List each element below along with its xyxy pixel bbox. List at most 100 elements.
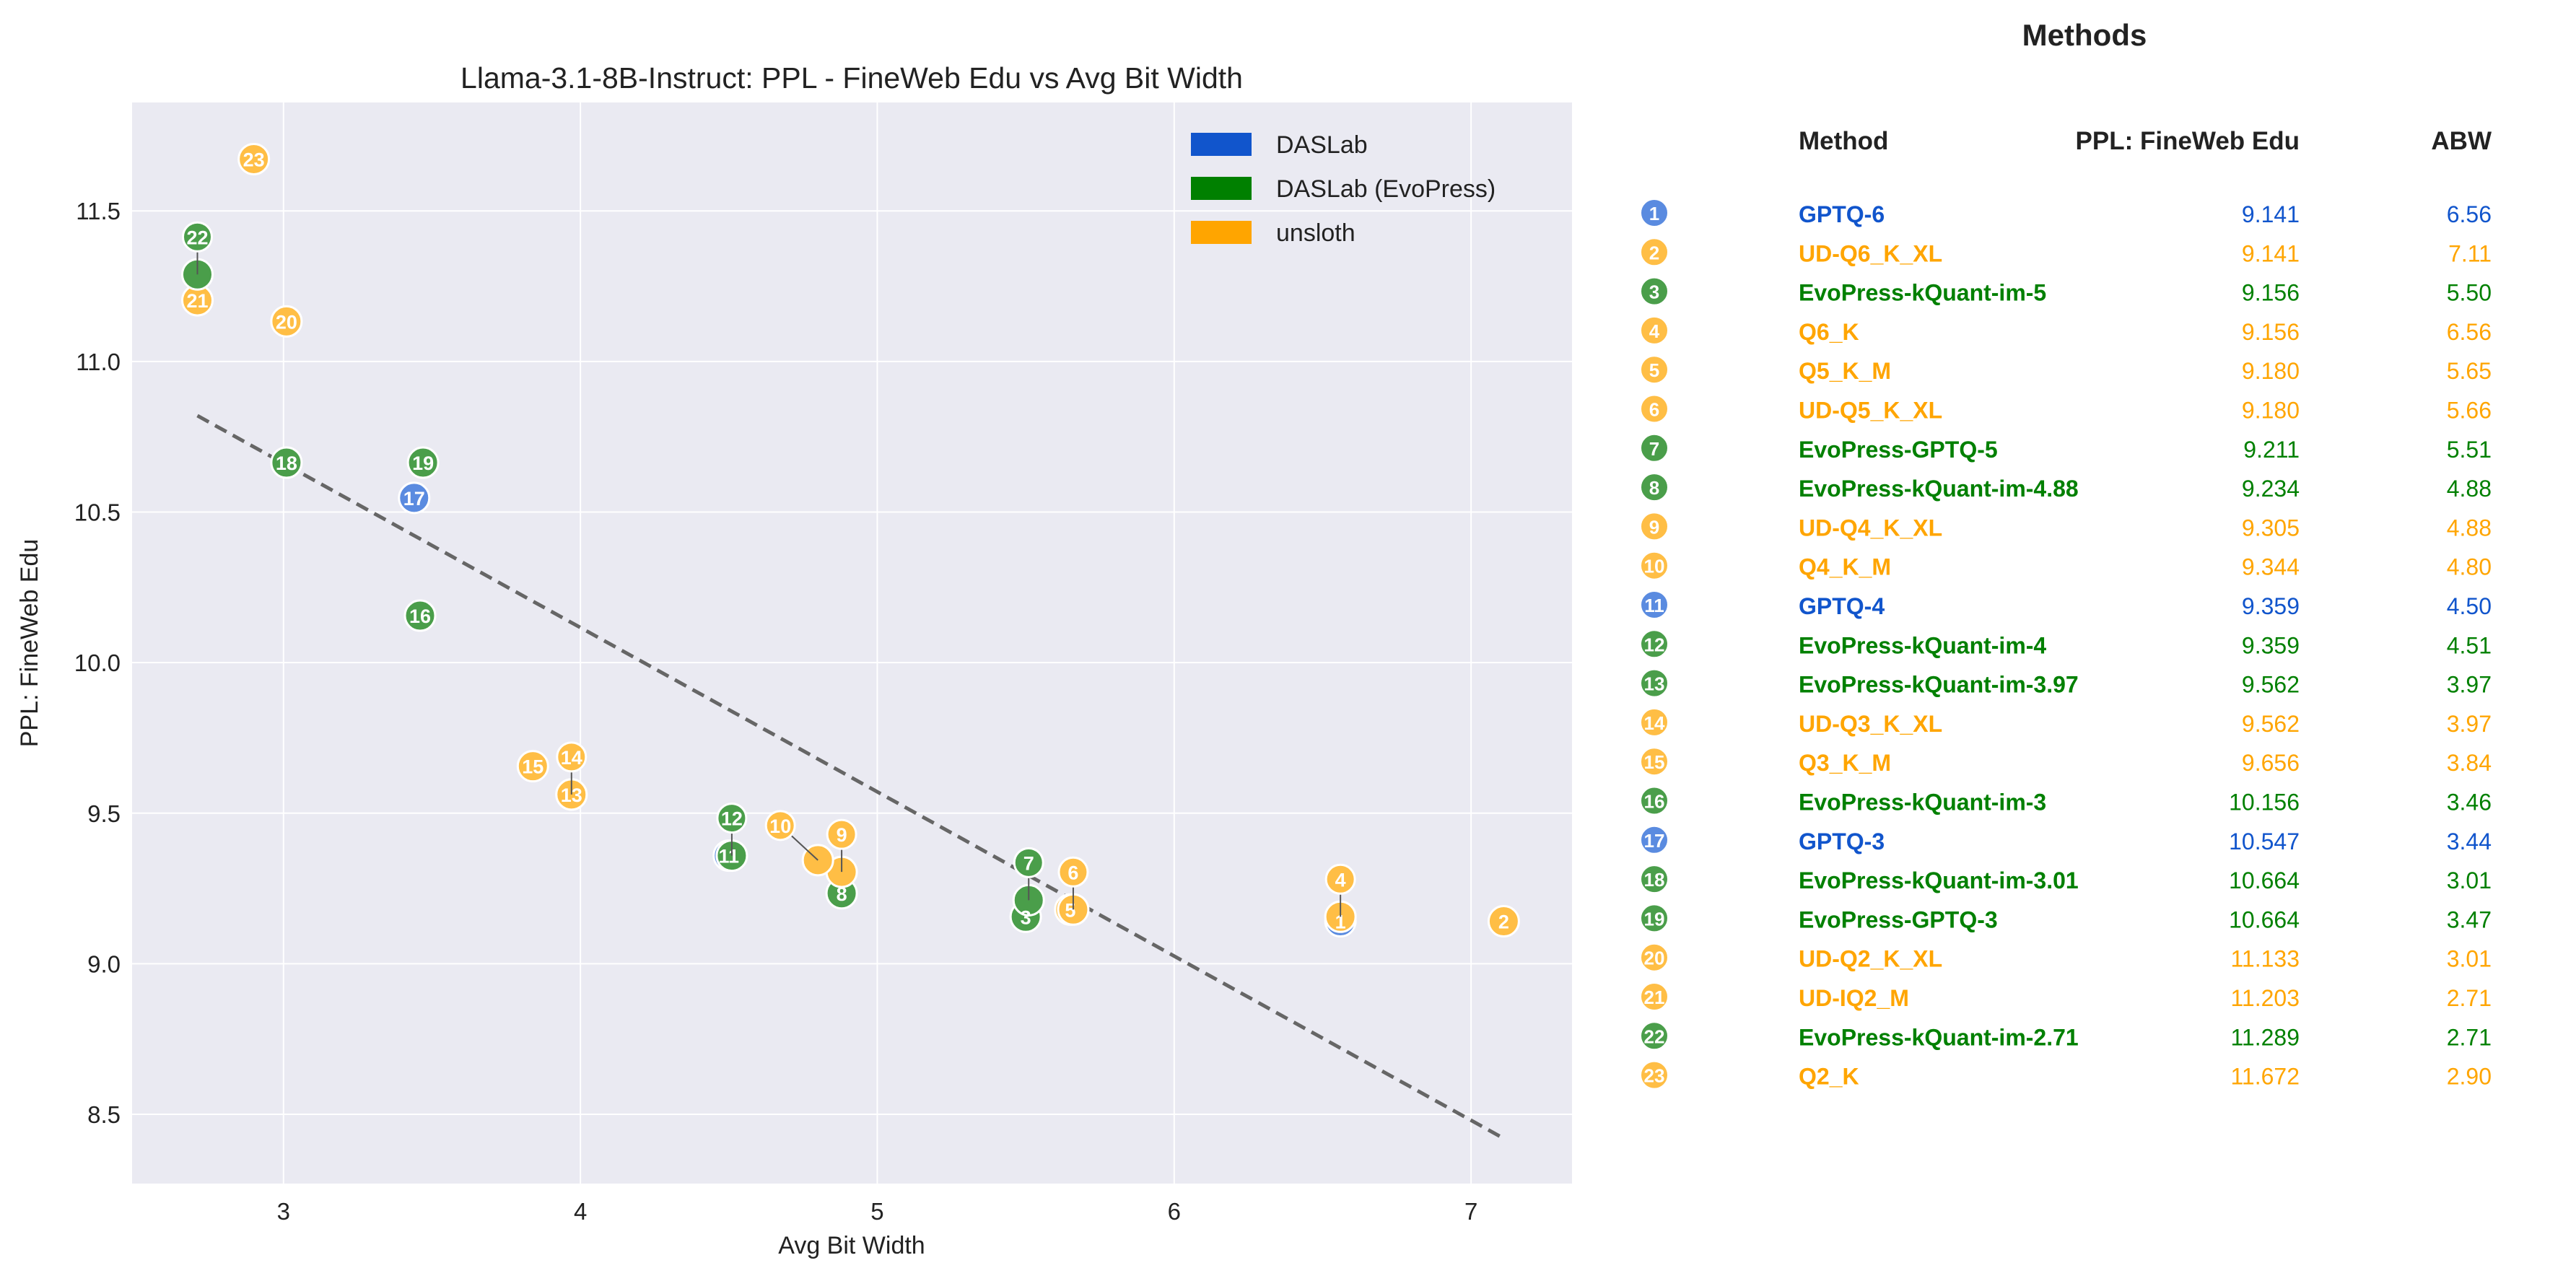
plot-area	[132, 102, 1572, 1184]
row-abw: 3.84	[2447, 750, 2492, 776]
row-abw: 5.65	[2447, 358, 2492, 384]
row-abw: 3.01	[2447, 867, 2492, 893]
table-row: 9 UD-Q4_K_XL 9.305 4.88	[1640, 512, 2492, 541]
row-id: 22	[1644, 1026, 1665, 1047]
data-point: 3	[1021, 906, 1031, 928]
row-marker	[1640, 433, 1669, 463]
gridlines	[132, 102, 1572, 1184]
row-method: UD-Q6_K_XL	[1799, 240, 1942, 266]
y-axis-label: PPL: FineWeb Edu	[16, 539, 43, 748]
row-marker	[1640, 629, 1669, 659]
row-marker	[1640, 825, 1669, 854]
point-label: 2	[1498, 911, 1509, 933]
row-method: Q3_K_M	[1799, 750, 1891, 776]
row-marker	[1640, 551, 1669, 580]
row-abw: 5.50	[2447, 280, 2492, 306]
label-badge	[764, 810, 796, 841]
x-tick-label: 4	[574, 1198, 587, 1225]
legend-swatch	[1191, 133, 1252, 156]
point-label: 15	[522, 756, 543, 778]
label-badge	[1057, 856, 1089, 888]
row-ppl: 10.156	[2229, 790, 2300, 816]
point-label: 3	[1021, 906, 1031, 928]
y-tick-labels: 8.5 9.0 9.5 10.0 10.5 11.0 11.5	[74, 198, 121, 1128]
row-abw: 4.80	[2447, 554, 2492, 580]
row-method: UD-Q3_K_XL	[1799, 711, 1942, 737]
row-id: 18	[1644, 869, 1665, 891]
row-id: 10	[1644, 556, 1665, 577]
point-marker	[270, 446, 303, 479]
data-point: 20	[276, 311, 297, 333]
y-tick-label: 10.5	[74, 499, 121, 525]
data-point: 23	[243, 149, 265, 170]
row-marker	[1640, 707, 1669, 737]
data-point: 7	[1013, 847, 1044, 901]
row-abw: 5.66	[2447, 398, 2492, 424]
row-method: Q2_K	[1799, 1064, 1859, 1090]
row-ppl: 9.562	[2242, 672, 2300, 698]
row-marker	[1640, 237, 1669, 267]
point-marker	[516, 750, 549, 783]
point-label: 7	[1023, 852, 1034, 874]
table-row: 6 UD-Q5_K_XL 9.180 5.66	[1640, 394, 2492, 424]
table-title: Methods	[2022, 18, 2147, 52]
row-id: 12	[1644, 634, 1665, 655]
table-row: 3 EvoPress-kQuant-im-5 9.156 5.50	[1640, 276, 2492, 306]
row-method: GPTQ-6	[1799, 201, 1885, 227]
point-label: 20	[276, 311, 297, 333]
table-row: 5 Q5_K_M 9.180 5.65	[1640, 355, 2492, 385]
data-point: 4	[1324, 863, 1356, 917]
row-abw: 7.11	[2448, 240, 2492, 266]
data-point: 10	[764, 810, 818, 861]
table-row: 23 Q2_K 11.672 2.90	[1640, 1060, 2492, 1090]
row-id: 4	[1649, 320, 1660, 342]
row-id: 7	[1649, 438, 1659, 460]
table-row: 10 Q4_K_M 9.344 4.80	[1640, 551, 2492, 580]
row-method: EvoPress-kQuant-im-5	[1799, 280, 2046, 306]
row-id: 20	[1644, 948, 1665, 969]
row-method: Q6_K	[1799, 319, 1859, 345]
legend-item: unsloth	[1191, 219, 1355, 247]
table-header-method: Method	[1799, 127, 1888, 155]
row-marker	[1640, 394, 1669, 424]
data-point: 2	[1498, 911, 1509, 933]
row-ppl: 9.305	[2242, 515, 2300, 541]
x-tick-label: 6	[1168, 1198, 1181, 1225]
row-id: 13	[1644, 673, 1665, 695]
row-abw: 2.71	[2447, 1024, 2492, 1050]
table-row: 11 GPTQ-4 9.359 4.50	[1640, 590, 2492, 619]
row-id: 3	[1649, 281, 1659, 303]
row-id: 19	[1644, 908, 1665, 930]
data-point: 9	[826, 818, 857, 873]
row-abw: 3.46	[2447, 790, 2492, 816]
row-ppl: 9.180	[2242, 358, 2300, 384]
row-abw: 4.88	[2447, 515, 2492, 541]
table-row: 18 EvoPress-kQuant-im-3.01 10.664 3.01	[1640, 865, 2492, 894]
point-label: 4	[1335, 869, 1346, 891]
point-marker	[237, 142, 271, 175]
row-ppl: 9.359	[2242, 593, 2300, 619]
row-ppl: 9.359	[2242, 632, 2300, 658]
point-label: 6	[1067, 862, 1078, 883]
row-ppl: 9.656	[2242, 750, 2300, 776]
row-marker	[1640, 315, 1669, 345]
row-marker	[1640, 276, 1669, 306]
data-point: 5	[1065, 899, 1075, 921]
row-marker	[1640, 747, 1669, 777]
row-marker	[1640, 473, 1669, 502]
table-row: 8 EvoPress-kQuant-im-4.88 9.234 4.88	[1640, 473, 2492, 502]
row-ppl: 11.289	[2231, 1024, 2300, 1050]
row-method: UD-Q4_K_XL	[1799, 515, 1942, 541]
table-row: 17 GPTQ-3 10.547 3.44	[1640, 825, 2492, 854]
table-row: 12 EvoPress-kQuant-im-4 9.359 4.51	[1640, 629, 2492, 659]
row-marker	[1640, 590, 1669, 619]
row-method: UD-Q5_K_XL	[1799, 398, 1942, 424]
row-id: 1	[1649, 203, 1659, 224]
row-ppl: 9.344	[2242, 554, 2300, 580]
row-ppl: 10.664	[2229, 906, 2300, 932]
row-marker	[1640, 355, 1669, 385]
row-ppl: 9.234	[2242, 476, 2300, 502]
label-badge	[716, 803, 748, 834]
row-marker	[1640, 1060, 1669, 1090]
